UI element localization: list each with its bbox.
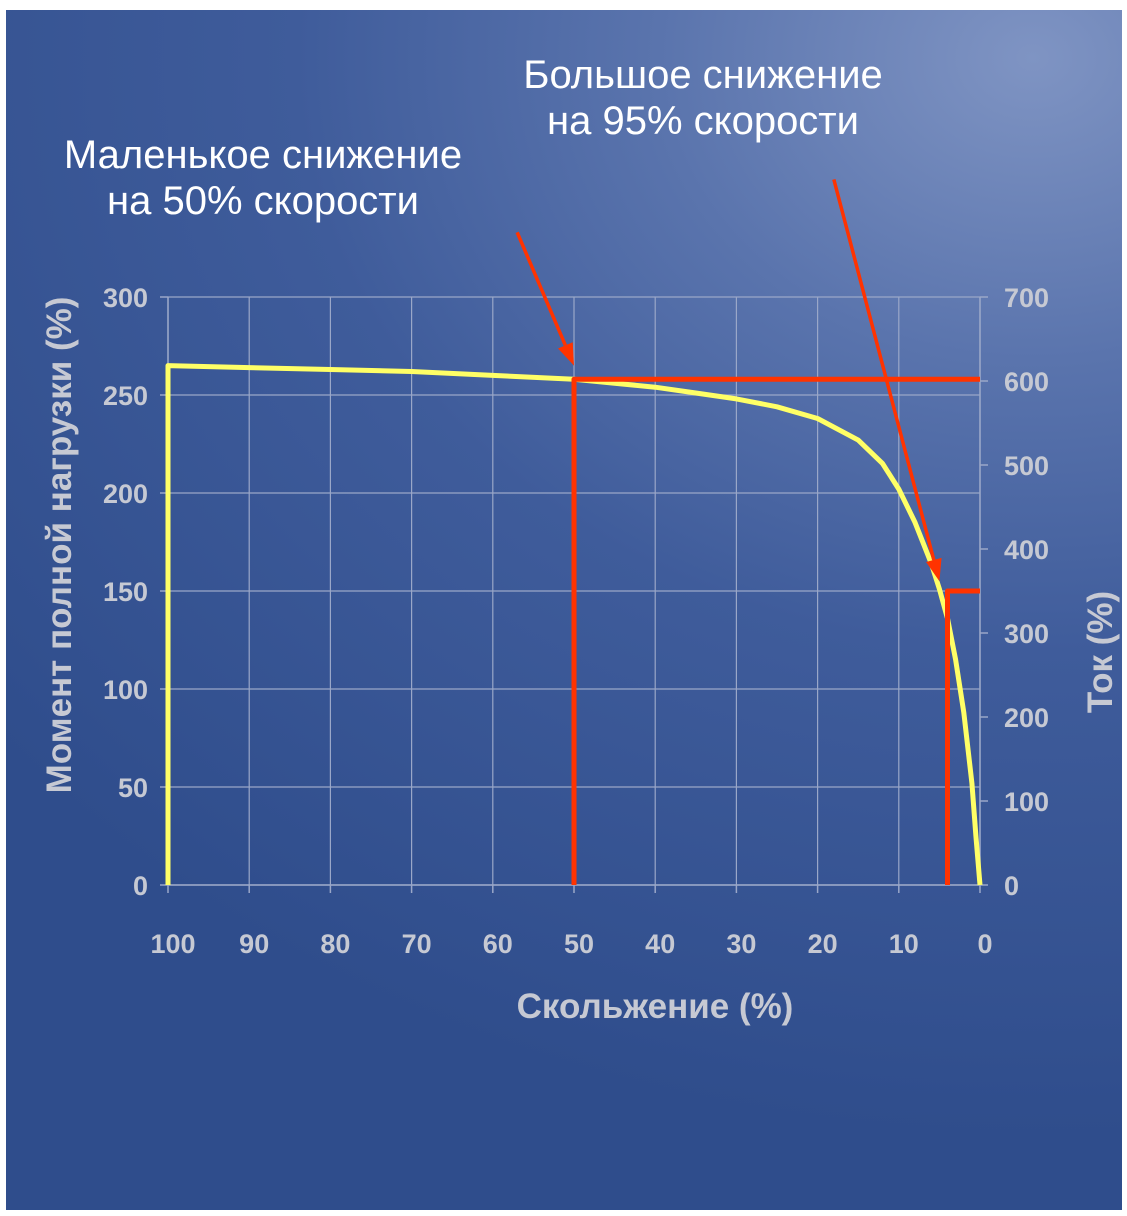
y-tick-label: 200 (103, 479, 148, 509)
y-axis-label: Момент полной нагрузки (%) (40, 297, 79, 794)
annotation-arrowhead-2 (926, 557, 942, 582)
x-tick-label: 50 (564, 929, 594, 959)
slide-background (6, 10, 1122, 1210)
y2-tick-label: 0 (1004, 871, 1019, 901)
y-tick-label: 0 (133, 871, 148, 901)
reduction-line-2 (945, 588, 980, 885)
x-tick-label: 30 (726, 929, 756, 959)
y2-tick-label: 100 (1004, 787, 1049, 817)
y-tick-label: 300 (103, 283, 148, 313)
y-tick-label: 250 (103, 381, 148, 411)
x-tick-label: 20 (808, 929, 838, 959)
annotation-large-reduction-line2: на 95% скорости (547, 99, 859, 143)
annotation-small-reduction-line1: Маленькое снижение (63, 133, 463, 177)
y2-tick-label: 300 (1004, 619, 1049, 649)
annotation-arrowhead-1 (558, 342, 574, 366)
y2-tick-label: 700 (1004, 283, 1049, 313)
x-axis-label: Скольжение (%) (517, 987, 794, 1026)
annotation-large-reduction-line1: Большое снижение (523, 53, 883, 97)
y-tick-label: 100 (103, 675, 148, 705)
reduction-line-1 (571, 376, 980, 885)
annotation-large-reduction: Большое снижение на 95% скорости (478, 52, 928, 144)
annotation-small-reduction: Маленькое снижение на 50% скорости (18, 132, 508, 224)
x-tick-label: 0 (977, 929, 992, 959)
torque-curve (165, 363, 983, 886)
annotation-arrow-2 (832, 178, 936, 561)
x-tick-label: 100 (150, 929, 195, 959)
y2-tick-label: 600 (1004, 367, 1049, 397)
y-tick-label: 50 (118, 773, 148, 803)
x-tick-label: 10 (889, 929, 919, 959)
x-tick-label: 60 (483, 929, 513, 959)
x-tick-label: 90 (239, 929, 269, 959)
y2-tick-label: 400 (1004, 535, 1049, 565)
series (165, 363, 983, 886)
x-tick-label: 40 (645, 929, 675, 959)
x-tick-label: 80 (320, 929, 350, 959)
y2-tick-label: 200 (1004, 703, 1049, 733)
y2-tick-label: 500 (1004, 451, 1049, 481)
y-tick-label: 150 (103, 577, 148, 607)
y2-axis-label: Ток (%) (1081, 591, 1120, 713)
annotation-small-reduction-line2: на 50% скорости (107, 179, 419, 223)
x-tick-label: 70 (402, 929, 432, 959)
arrows (515, 178, 942, 582)
annotation-arrow-1 (515, 231, 567, 347)
